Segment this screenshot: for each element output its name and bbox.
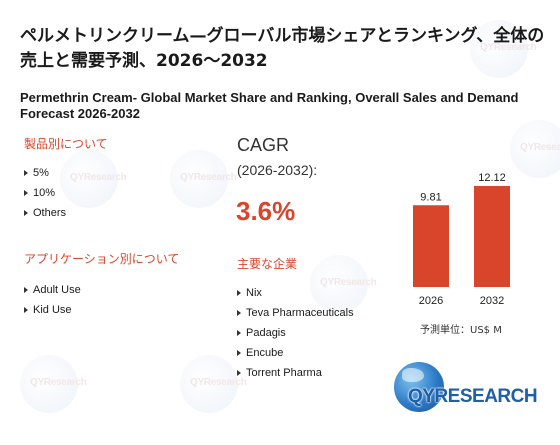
data-label-2032: 12.12: [478, 172, 506, 184]
application-section-heading: アプリケーション別について: [24, 252, 180, 266]
companies-list: Nix Teva Pharmaceuticals Padagis Encube …: [237, 283, 354, 383]
bar-2032: [474, 186, 510, 287]
application-item: Kid Use: [24, 300, 81, 320]
product-list: 5% 10% Others: [24, 163, 66, 223]
page-title: ペルメトリンクリーム—グローバル市場シェアとランキング、全体の売上と需要予測、2…: [20, 26, 545, 71]
product-section-heading: 製品別について: [24, 137, 108, 151]
product-item: 10%: [24, 183, 66, 203]
company-item: Padagis: [237, 323, 354, 343]
watermark-logo: [310, 255, 376, 313]
company-item: Torrent Pharma: [237, 363, 354, 383]
bar-2026: [413, 205, 449, 287]
watermark-logo: [170, 150, 236, 208]
application-item: Adult Use: [24, 280, 81, 300]
qyresearch-logo: QYRESEARCH: [392, 362, 542, 422]
watermark-logo: [180, 355, 246, 413]
application-list: Adult Use Kid Use: [24, 280, 81, 320]
watermark-logo: [470, 20, 536, 78]
company-item: Nix: [237, 283, 354, 303]
logo-text: QYRESEARCH: [408, 386, 538, 407]
product-item: 5%: [24, 163, 66, 183]
cagr-period: (2026-2032):: [237, 162, 318, 178]
x-tick-label-2032: 2032: [480, 295, 504, 307]
x-tick-label-2026: 2026: [419, 295, 443, 307]
watermark-logo: [20, 355, 86, 413]
watermark-logo: [510, 120, 560, 178]
globe-icon: [394, 362, 444, 412]
cagr-value: 3.6%: [236, 196, 296, 226]
watermark-logo: [60, 150, 126, 208]
companies-section-heading: 主要な企業: [237, 257, 298, 271]
data-label-2026: 9.81: [420, 191, 441, 203]
forecast-bar-chart: 9.81 2026 12.12 2032: [413, 172, 510, 307]
cagr-label: CAGR: [237, 135, 290, 155]
unit-label: 予測単位：US$ M: [420, 325, 502, 336]
company-item: Encube: [237, 343, 354, 363]
page-subtitle: Permethrin Cream- Global Market Share an…: [20, 90, 519, 121]
company-item: Teva Pharmaceuticals: [237, 303, 354, 323]
product-item: Others: [24, 203, 66, 223]
